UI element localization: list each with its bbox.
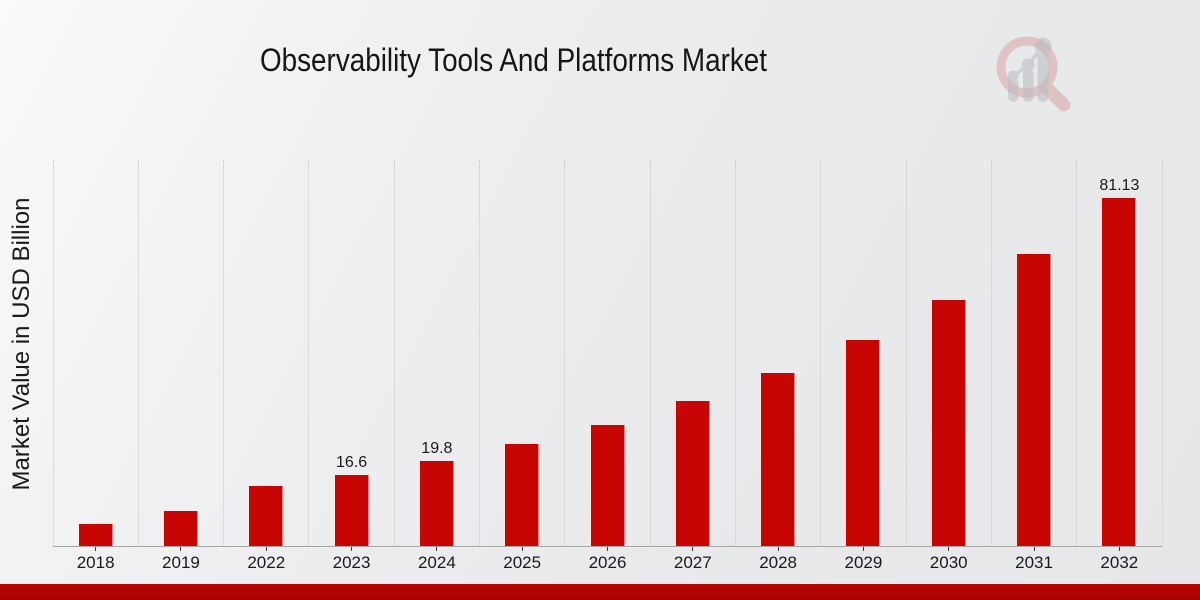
gridline [820,160,822,546]
x-axis-label-2027: 2027 [673,553,712,572]
x-axis-label-2030: 2030 [929,553,968,572]
bar-2022 [249,486,284,546]
chart-title: Observability Tools And Platforms Market [260,42,767,78]
bar-2032 [1102,198,1137,546]
x-axis-label-2032: 2032 [1100,553,1139,572]
x-axis-label-2023: 2023 [332,553,371,572]
bar-value-label-2032: 81.13 [1099,177,1140,195]
plot-area: 16.6 19.8 81.13 [52,160,1163,547]
gridline [52,160,54,546]
gridline [137,160,139,546]
bar-2028 [761,373,796,546]
x-axis-label-2031: 2031 [1015,553,1053,572]
x-axis-tick [1033,547,1035,551]
x-axis-label-2025: 2025 [503,553,542,572]
x-axis-label-2028: 2028 [759,553,798,572]
bar-2024 [419,461,454,546]
x-axis-tick [265,547,267,551]
x-axis-label-2029: 2029 [844,553,883,572]
gridline [223,160,225,546]
footer-accent-bar [0,584,1200,600]
bar-2026 [590,424,625,546]
bar-2030 [931,300,966,546]
bar-2027 [675,400,710,546]
gridline [1161,160,1163,546]
gridline [479,160,481,546]
x-axis-tick [95,547,97,551]
x-axis-label-2019: 2019 [162,553,200,572]
bar-value-label-2023: 16.6 [335,453,368,471]
gridline [905,160,907,546]
x-axis-label-2024: 2024 [417,553,456,572]
bar-2031 [1017,253,1052,546]
bar-2029 [846,339,881,546]
x-axis-tick [948,547,950,551]
bar-2025 [505,444,540,546]
gridline [734,160,736,546]
bar-2023 [334,474,369,546]
bar-2018 [78,524,113,546]
x-axis-tick [1118,547,1120,551]
market-research-magnifier-logo [996,36,1071,112]
gridline [649,160,651,546]
gridline [564,160,566,546]
x-axis-tick [436,547,438,551]
x-axis-label-2018: 2018 [76,553,115,572]
bar-2019 [163,511,198,546]
x-axis-tick [180,547,182,551]
bar-value-label-2024: 19.8 [421,440,453,458]
x-axis-tick [692,547,694,551]
gridline [308,160,310,546]
x-axis-tick [351,547,353,551]
x-axis-tick [521,547,523,551]
gridline [1076,160,1078,546]
y-axis-title: Market Value in USD Billion [8,197,35,491]
x-axis-label-2026: 2026 [588,553,627,572]
gridline [393,160,395,546]
trend-bars-icon [1007,37,1052,102]
x-axis-tick [777,547,779,551]
x-axis-label-2022: 2022 [247,553,286,572]
x-axis-tick [607,547,608,551]
gridline [990,160,992,546]
x-axis-tick [862,547,864,551]
